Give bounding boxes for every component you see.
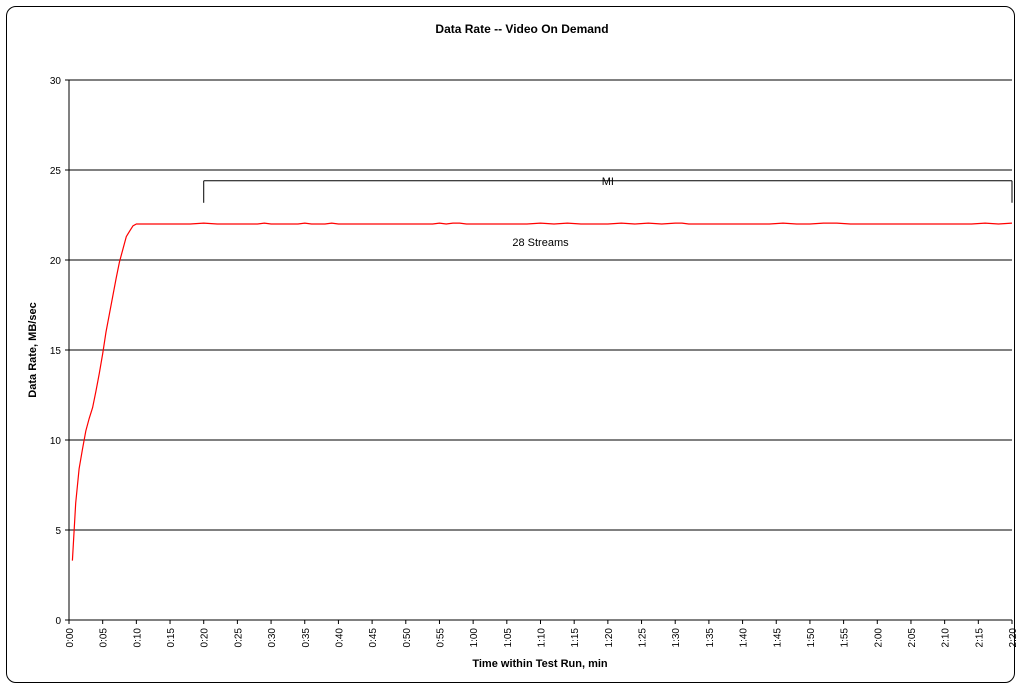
x-tick-label: 1:10	[537, 628, 548, 648]
x-tick-label: 2:05	[907, 628, 918, 648]
y-tick-label: 10	[50, 436, 62, 447]
y-tick-label: 5	[55, 526, 61, 537]
data-rate-line	[71, 222, 1013, 561]
y-tick-label: 25	[50, 166, 62, 177]
chart-frame	[6, 6, 1015, 683]
y-tick-label: 20	[50, 256, 62, 267]
x-tick-label: 0:10	[132, 628, 143, 648]
x-tick-label: 1:45	[772, 628, 783, 648]
y-axis-title: Data Rate, MB/sec	[27, 302, 39, 397]
x-tick-label: 1:20	[604, 628, 615, 648]
y-tick-label: 15	[50, 346, 62, 357]
x-tick-label: 2:00	[873, 628, 884, 648]
x-tick-label: 1:25	[638, 628, 649, 648]
x-tick-label: 1:05	[503, 628, 514, 648]
y-tick-label: 0	[55, 616, 61, 627]
y-tick-label: 30	[50, 76, 62, 87]
x-tick-label: 2:10	[941, 628, 952, 648]
series-label: 28 Streams	[512, 237, 569, 249]
x-tick-label: 0:20	[200, 628, 211, 648]
x-tick-label: 0:35	[301, 628, 312, 648]
series-layer	[71, 222, 1013, 561]
bracket-label: MI	[602, 176, 614, 188]
x-axis-title: Time within Test Run, min	[472, 658, 608, 670]
x-tick-label: 0:05	[99, 628, 110, 648]
x-tick-label: 0:25	[233, 628, 244, 648]
chart-title: Data Rate -- Video On Demand	[435, 22, 608, 36]
x-tick-label: 0:45	[368, 628, 379, 648]
x-tick-label: 0:50	[402, 628, 413, 648]
x-tick-label: 0:55	[435, 628, 446, 648]
x-tick-label: 2:20	[1008, 628, 1019, 648]
y-axis-ticks: 0 5 10 15 20 25 30	[50, 76, 69, 627]
x-tick-label: 1:55	[840, 628, 851, 648]
axes	[68, 80, 1012, 621]
x-tick-label: 0:00	[65, 628, 76, 648]
x-tick-label: 0:15	[166, 628, 177, 648]
x-tick-label: 1:15	[570, 628, 581, 648]
x-tick-label: 0:30	[267, 628, 278, 648]
x-tick-label: 1:35	[705, 628, 716, 648]
annotations: MI 28 Streams	[203, 174, 1013, 249]
x-tick-label: 2:15	[974, 628, 985, 648]
gridlines	[69, 79, 1012, 531]
x-tick-label: 1:40	[739, 628, 750, 648]
x-axis-ticks: 0:00 0:05 0:10 0:15 0:20 0:25 0:30 0:35 0:40 0:45…	[65, 620, 1019, 647]
x-tick-label: 1:50	[806, 628, 817, 648]
x-tick-label: 0:40	[334, 628, 345, 648]
x-tick-label: 1:30	[671, 628, 682, 648]
x-tick-label: 1:00	[469, 628, 480, 648]
